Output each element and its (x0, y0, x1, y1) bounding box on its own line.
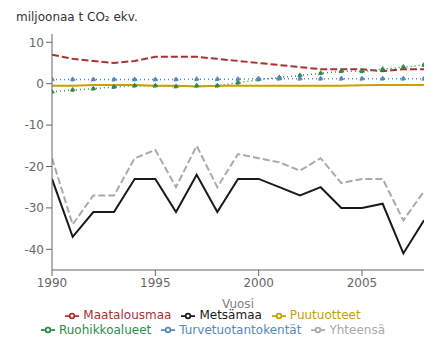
svg-text:0: 0 (36, 77, 44, 91)
svg-text:10: 10 (29, 36, 44, 50)
html-text:Metsämaa: Metsämaa (199, 308, 262, 322)
svg-text:Vuosi: Vuosi (222, 297, 254, 311)
svg-text:2005: 2005 (347, 276, 378, 290)
svg-text:-10: -10 (24, 118, 44, 132)
html-text:Yhteensä: Yhteensä (329, 322, 385, 337)
svg-text:1990: 1990 (37, 276, 68, 290)
svg-text:-40: -40 (24, 243, 44, 257)
svg-text:1995: 1995 (140, 276, 171, 290)
html-text:Ruohikkoalueet: Ruohikkoalueet (59, 322, 152, 337)
html-text:Maatalousmaa: Maatalousmaa (83, 308, 172, 322)
html-text:miljoonaa t CO₂ ekv.: miljoonaa t CO₂ ekv. (16, 10, 138, 24)
svg-text:2000: 2000 (243, 276, 274, 290)
svg-text:-30: -30 (24, 201, 44, 215)
svg-text:-20: -20 (24, 160, 44, 174)
html-text:Puutuotteet: Puutuotteet (289, 308, 361, 322)
html-text:Turvetuotantokentät: Turvetuotantokentät (179, 322, 302, 337)
